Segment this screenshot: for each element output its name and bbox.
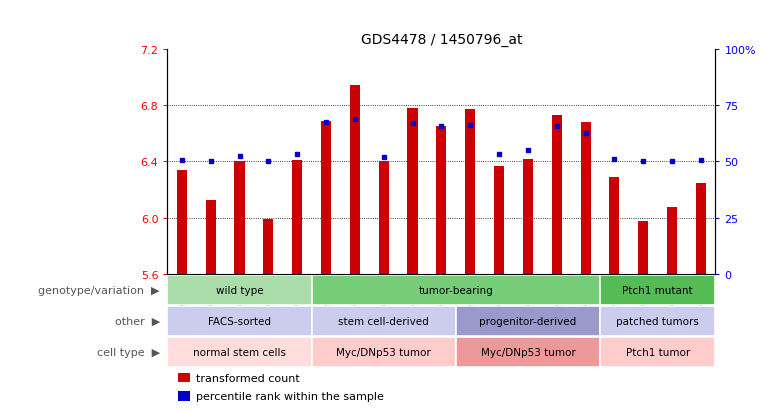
Bar — [581, 123, 591, 275]
Bar — [523, 159, 533, 275]
Text: Ptch1 mutant: Ptch1 mutant — [622, 285, 693, 295]
Bar — [167, 306, 311, 336]
Bar — [205, 200, 215, 275]
Text: percentile rank within the sample: percentile rank within the sample — [196, 391, 384, 401]
Text: other  ▶: other ▶ — [115, 316, 160, 326]
Text: patched tumors: patched tumors — [616, 316, 699, 326]
Bar — [436, 127, 447, 275]
Text: tumor-bearing: tumor-bearing — [419, 285, 493, 295]
Bar — [234, 162, 244, 275]
Bar — [263, 220, 273, 275]
Bar — [407, 109, 418, 275]
Text: FACS-sorted: FACS-sorted — [208, 316, 271, 326]
Text: wild type: wild type — [215, 285, 263, 295]
Bar — [465, 110, 476, 275]
Bar — [494, 166, 504, 275]
Text: Ptch1 tumor: Ptch1 tumor — [626, 347, 689, 357]
Bar — [167, 275, 311, 305]
Text: cell type  ▶: cell type ▶ — [97, 347, 160, 357]
Text: progenitor-derived: progenitor-derived — [479, 316, 577, 326]
Text: Myc/DNp53 tumor: Myc/DNp53 tumor — [336, 347, 431, 357]
Bar — [667, 207, 677, 275]
Bar — [178, 392, 190, 401]
Text: Myc/DNp53 tumor: Myc/DNp53 tumor — [480, 347, 575, 357]
Bar — [696, 183, 706, 275]
Bar — [379, 162, 389, 275]
Bar — [178, 373, 190, 382]
Bar — [311, 306, 456, 336]
Bar — [600, 337, 715, 367]
Bar — [552, 116, 562, 275]
Title: GDS4478 / 1450796_at: GDS4478 / 1450796_at — [361, 33, 522, 47]
Bar — [311, 275, 600, 305]
Bar — [610, 178, 619, 275]
Bar — [456, 306, 600, 336]
Bar — [321, 121, 331, 275]
Bar — [167, 337, 311, 367]
Bar — [600, 306, 715, 336]
Bar — [350, 86, 360, 275]
Text: genotype/variation  ▶: genotype/variation ▶ — [38, 285, 160, 295]
Bar — [456, 337, 600, 367]
Bar — [600, 275, 715, 305]
Text: stem cell-derived: stem cell-derived — [339, 316, 429, 326]
Bar — [638, 221, 648, 275]
Text: transformed count: transformed count — [196, 373, 300, 383]
Bar — [311, 337, 456, 367]
Bar — [177, 171, 187, 275]
Bar — [292, 161, 302, 275]
Text: normal stem cells: normal stem cells — [193, 347, 286, 357]
